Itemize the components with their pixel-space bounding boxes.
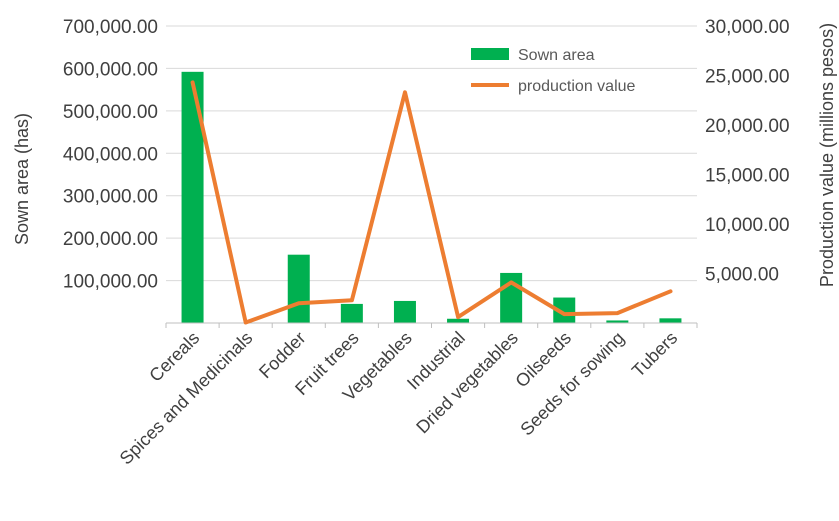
line-series-production-value: [190, 80, 673, 325]
legend-label-sown-area: Sown area: [518, 47, 595, 64]
bar: [553, 297, 576, 323]
category-label: Tubers: [628, 328, 681, 381]
right-axis-ticks: 5,000.00 10,000.00 15,000.00 20,000.00 25,00…: [705, 17, 790, 286]
legend: Sown area production value: [471, 47, 636, 95]
right-tick-label: 30,000.00: [705, 17, 790, 38]
bar: [447, 318, 470, 323]
bar: [287, 254, 310, 323]
series-line: [190, 80, 673, 325]
right-tick-label: 25,000.00: [705, 67, 790, 88]
left-tick-label: 500,000.00: [63, 102, 158, 123]
right-tick-label: 10,000.00: [705, 215, 790, 236]
legend-swatch-sown-area: [471, 48, 509, 60]
category-label: Dried vegetables: [412, 328, 522, 438]
bar: [606, 320, 629, 323]
left-tick-label: 600,000.00: [63, 59, 158, 80]
gridlines: [166, 25, 697, 282]
legend-label-production-value: production value: [518, 78, 636, 95]
left-tick-label: 400,000.00: [63, 144, 158, 165]
left-tick-label: 700,000.00: [63, 17, 158, 38]
x-axis: [165, 322, 698, 328]
left-tick-label: 200,000.00: [63, 229, 158, 250]
bar: [659, 318, 682, 323]
left-axis-title: Sown area (has): [12, 113, 32, 245]
left-tick-label: 100,000.00: [63, 272, 158, 293]
right-axis-title: Production value (millions pesos): [817, 23, 837, 287]
bar: [181, 71, 204, 323]
right-tick-label: 5,000.00: [705, 265, 779, 286]
bar: [340, 303, 363, 323]
right-tick-label: 15,000.00: [705, 166, 790, 187]
right-tick-label: 20,000.00: [705, 116, 790, 137]
bar: [393, 300, 416, 323]
left-axis-ticks: 100,000.00 200,000.00 300,000.00 400,000.00…: [63, 17, 158, 293]
left-tick-label: 300,000.00: [63, 187, 158, 208]
